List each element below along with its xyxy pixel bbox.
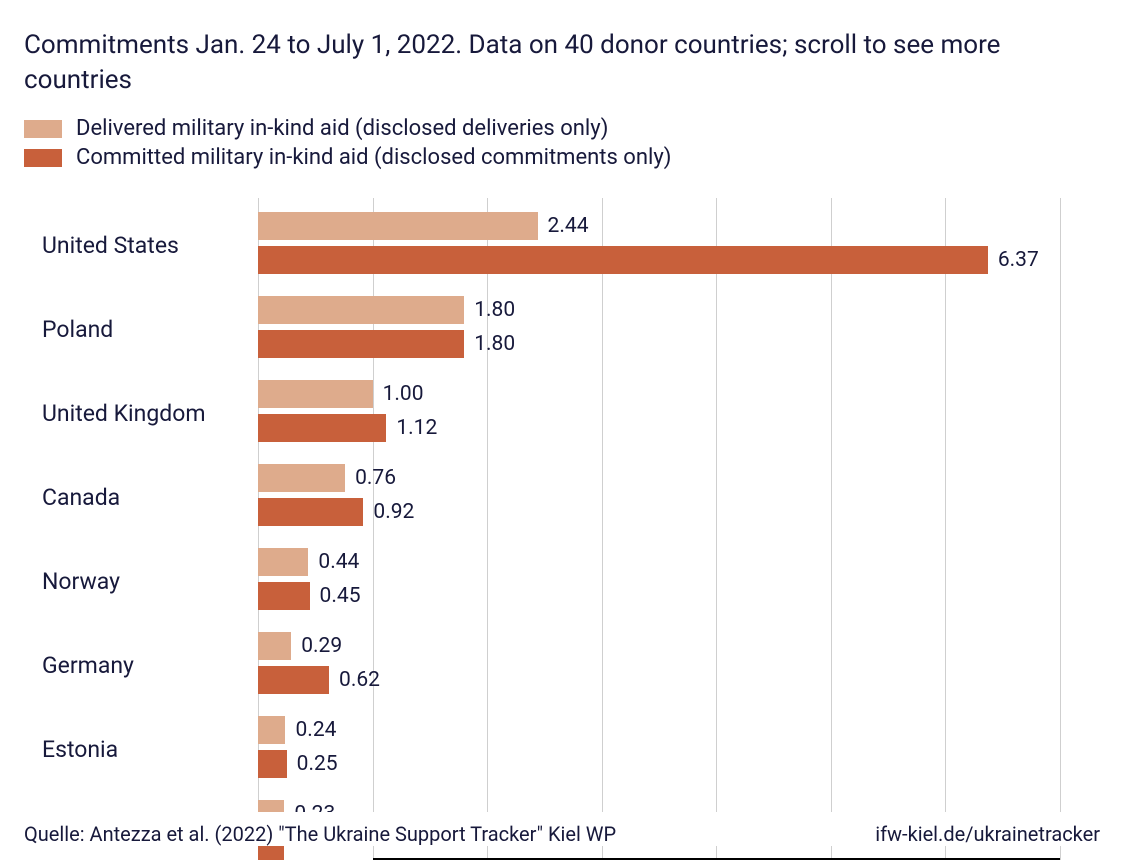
bar-value-delivered: 1.00 — [383, 382, 424, 406]
bar-rows: United States 2.44 6.37 Poland 1.80 1.80 Unite… — [24, 206, 1060, 860]
table-row: Norway 0.44 0.45 — [24, 542, 1060, 626]
category-label: Norway — [42, 568, 120, 595]
legend-swatch-committed — [24, 149, 62, 167]
bar-value-committed: 0.45 — [320, 584, 361, 608]
chart-footer: Quelle: Antezza et al. (2022) "The Ukrai… — [24, 812, 1100, 846]
bar-delivered: 1.00 — [258, 380, 373, 408]
gridline — [1060, 198, 1061, 860]
bar-committed: 1.80 — [258, 330, 464, 358]
table-row: United States 2.44 6.37 — [24, 206, 1060, 290]
bar-delivered: 0.76 — [258, 464, 345, 492]
table-row: Poland 1.80 1.80 — [24, 290, 1060, 374]
legend-label-delivered: Delivered military in-kind aid (disclose… — [76, 116, 608, 141]
category-label: Germany — [42, 652, 134, 679]
category-label: Poland — [42, 316, 113, 343]
chart-container: Commitments Jan. 24 to July 1, 2022. Dat… — [0, 0, 1124, 860]
bar-value-delivered: 0.44 — [318, 550, 359, 574]
bar-value-committed: 0.62 — [339, 668, 380, 692]
chart-plot-area: United States 2.44 6.37 Poland 1.80 1.80 Unite… — [24, 198, 1100, 860]
bar-value-committed: 0.92 — [373, 500, 414, 524]
bar-committed: 6.37 — [258, 246, 988, 274]
source-text: Quelle: Antezza et al. (2022) "The Ukrai… — [24, 822, 616, 846]
bar-value-delivered: 2.44 — [548, 214, 589, 238]
source-link[interactable]: ifw-kiel.de/ukrainetracker — [875, 822, 1100, 846]
category-label: Canada — [42, 484, 120, 511]
bar-value-delivered: 0.24 — [295, 718, 336, 742]
bar-value-delivered: 1.80 — [474, 298, 515, 322]
bar-committed: 1.12 — [258, 414, 386, 442]
chart-title: Commitments Jan. 24 to July 1, 2022. Dat… — [24, 28, 1100, 98]
bar-committed: 0.62 — [258, 666, 329, 694]
legend-item-delivered: Delivered military in-kind aid (disclose… — [24, 116, 1100, 141]
bar-delivered: 0.29 — [258, 632, 291, 660]
table-row: Canada 0.76 0.92 — [24, 458, 1060, 542]
bar-value-committed: 1.80 — [474, 332, 515, 356]
bar-value-committed: 0.25 — [297, 752, 338, 776]
category-label: United Kingdom — [42, 400, 206, 427]
table-row: Estonia 0.24 0.25 — [24, 710, 1060, 794]
bar-delivered: 0.24 — [258, 716, 285, 744]
bar-delivered: 2.44 — [258, 212, 538, 240]
legend-label-committed: Committed military in-kind aid (disclose… — [76, 145, 671, 170]
bar-committed: 0.92 — [258, 498, 363, 526]
category-label: Estonia — [42, 736, 118, 763]
bar-committed: 0.25 — [258, 750, 287, 778]
legend-swatch-delivered — [24, 120, 62, 138]
bar-value-committed: 6.37 — [998, 248, 1039, 272]
bar-delivered: 0.44 — [258, 548, 308, 576]
bar-delivered: 1.80 — [258, 296, 464, 324]
legend-item-committed: Committed military in-kind aid (disclose… — [24, 145, 1100, 170]
bar-committed: 0.45 — [258, 582, 310, 610]
bar-value-committed: 1.12 — [396, 416, 437, 440]
table-row: United Kingdom 1.00 1.12 — [24, 374, 1060, 458]
bar-value-delivered: 0.29 — [301, 634, 342, 658]
bar-value-delivered: 0.76 — [355, 466, 396, 490]
category-label: United States — [42, 232, 179, 259]
chart-scroll-area[interactable]: United States 2.44 6.37 Poland 1.80 1.80 Unite… — [24, 198, 1100, 860]
legend: Delivered military in-kind aid (disclose… — [24, 116, 1100, 174]
table-row: Germany 0.29 0.62 — [24, 626, 1060, 710]
